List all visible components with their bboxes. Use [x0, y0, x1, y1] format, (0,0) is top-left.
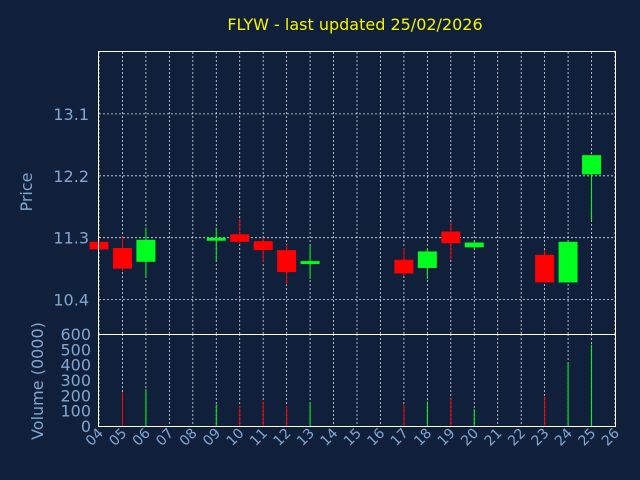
volume-tick-label: 500	[60, 340, 91, 359]
x-tick-label: 26	[599, 425, 623, 449]
volume-tick-label: 600	[60, 325, 91, 344]
x-tick-label: 20	[458, 426, 482, 450]
x-tick-label: 19	[435, 426, 459, 450]
candle-body	[277, 250, 297, 273]
x-tick-label: 10	[224, 426, 248, 450]
candle-body	[535, 254, 555, 283]
x-tick-label: 22	[505, 426, 529, 450]
volume-tick-label: 100	[60, 402, 91, 421]
price-tick-label: 13.1	[53, 105, 89, 124]
price-candles	[89, 155, 602, 285]
volume-tick-label: 200	[60, 386, 91, 405]
x-tick-label: 21	[482, 426, 506, 450]
candle-body	[230, 234, 250, 242]
x-tick-label: 12	[271, 426, 295, 450]
price-tick-label: 10.4	[53, 291, 89, 310]
x-tick-label: 24	[552, 425, 576, 449]
x-tick-label: 14	[317, 425, 341, 449]
candle-body	[558, 241, 578, 283]
x-tick-label: 07	[153, 426, 177, 450]
candle-body	[417, 251, 437, 268]
x-tick-label: 16	[364, 425, 388, 449]
candle-body	[206, 237, 226, 241]
x-tick-label: 05	[106, 426, 130, 450]
day-axis-label: Day	[333, 458, 363, 476]
x-tick-label: 15	[341, 426, 365, 450]
x-tick-label: 08	[177, 426, 201, 450]
price-axis-label: Price	[17, 172, 36, 211]
volume-tick-label: 0	[81, 417, 91, 436]
price-grid	[98, 52, 616, 334]
price-tick-label: 11.3	[53, 229, 89, 248]
x-tick-label: 13	[294, 426, 318, 450]
volume-tick-label: 400	[60, 356, 91, 375]
day-axis-ticks: 04 05 06 07 08 09 10 11 12 13 14 15 16 17 18 19 20 21 22 23…	[83, 425, 623, 449]
candle-body	[394, 259, 414, 274]
candle-body	[582, 155, 602, 175]
x-tick-label: 11	[247, 426, 271, 450]
x-tick-label: 09	[200, 426, 224, 450]
price-axis-ticks: 13.1 12.2 11.3 10.4	[53, 105, 89, 310]
candle-body	[112, 248, 132, 269]
volume-plot-frame	[98, 334, 616, 427]
x-tick-label: 06	[130, 425, 154, 449]
candle-body	[300, 261, 320, 265]
candle-body	[253, 241, 273, 251]
x-tick-label: 25	[575, 426, 599, 450]
volume-axis-label: Volume (0000)	[28, 322, 47, 440]
x-tick-label: 17	[388, 426, 412, 450]
volume-bars	[121, 344, 593, 426]
candle-body	[136, 239, 156, 262]
x-tick-label: 18	[411, 426, 435, 450]
volume-grid	[98, 334, 616, 426]
candle-body	[464, 242, 484, 248]
chart-title: FLYW - last updated 25/02/2026	[227, 15, 482, 34]
price-tick-label: 12.2	[53, 167, 89, 186]
candle-body	[441, 231, 461, 244]
volume-tick-label: 300	[60, 371, 91, 390]
x-tick-label: 23	[529, 426, 553, 450]
